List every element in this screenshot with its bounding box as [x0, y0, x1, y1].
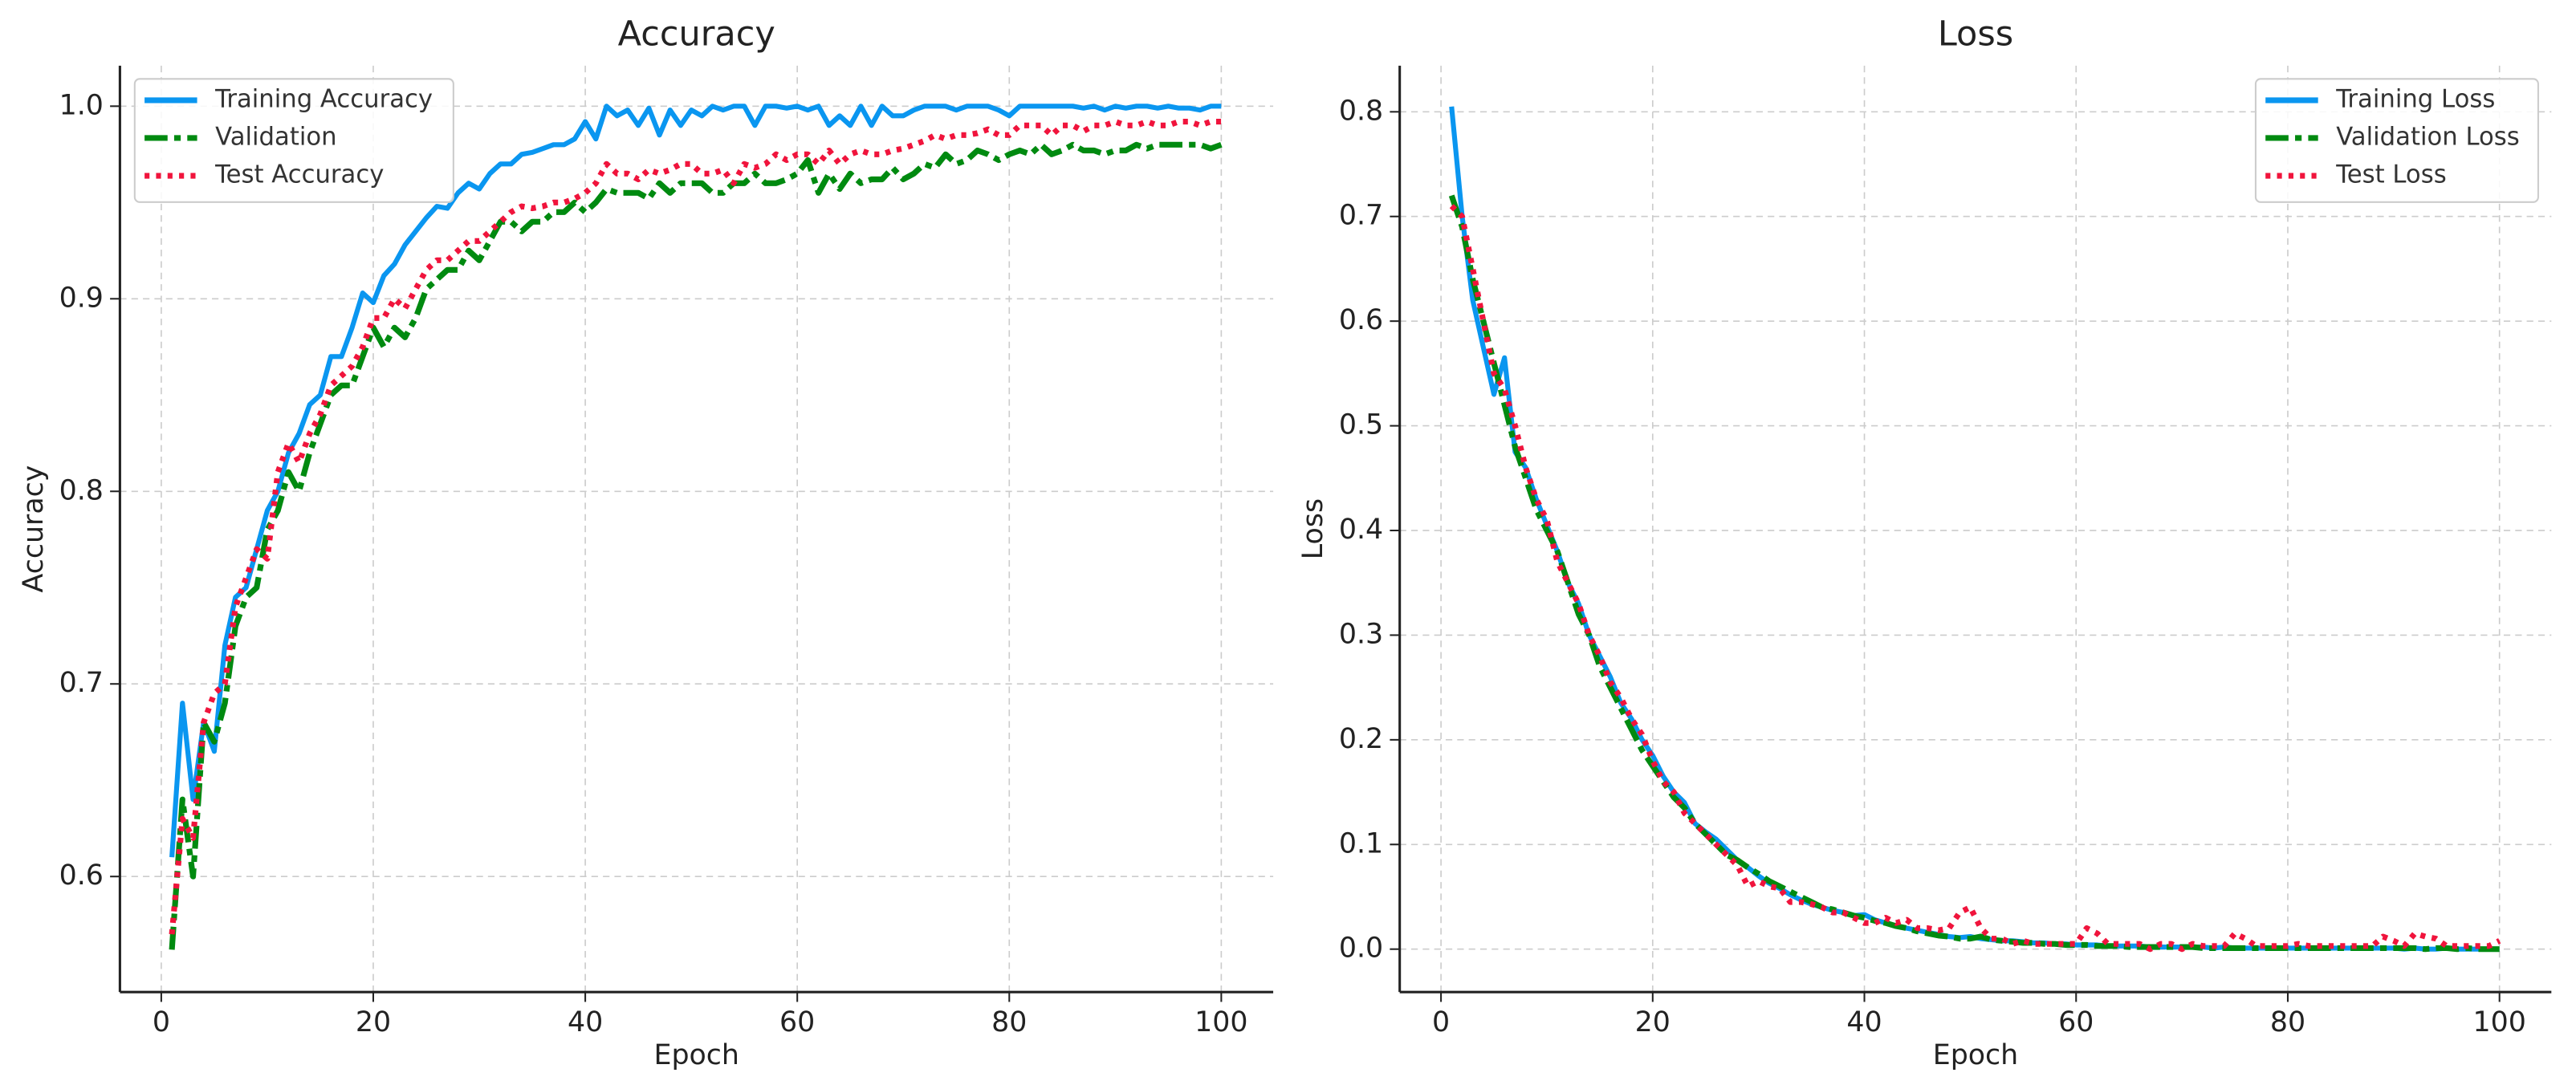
y-tick-label: 0.8	[59, 474, 104, 506]
x-tick-label: 20	[356, 1006, 391, 1038]
x-tick-label: 80	[991, 1006, 1027, 1038]
legend-label: Test Loss	[2335, 161, 2447, 189]
y-tick-label: 0.5	[1339, 409, 1383, 441]
y-axis-label: Accuracy	[18, 465, 50, 593]
y-tick-label: 0.4	[1339, 514, 1383, 546]
data-line	[169, 118, 1222, 935]
x-tick-label: 60	[2058, 1006, 2094, 1038]
y-tick-label: 0.1	[1339, 827, 1383, 859]
y-tick-label: 0.0	[1339, 933, 1383, 965]
x-tick-label: 100	[2472, 1006, 2525, 1038]
legend-label: Validation Loss	[2336, 123, 2520, 151]
y-tick-label: 0.7	[1339, 200, 1383, 232]
data-line	[169, 141, 1223, 950]
x-tick-label: 0	[1432, 1006, 1450, 1038]
data-line	[1449, 204, 2501, 953]
legend-label: Test Accuracy	[214, 161, 384, 189]
x-tick-label: 40	[568, 1006, 603, 1038]
data-line	[1448, 194, 2500, 953]
y-axis-label: Loss	[1297, 498, 1329, 559]
y-tick-label: 0.7	[59, 667, 104, 699]
legend-box	[2254, 78, 2539, 203]
legend-label: Training Accuracy	[214, 85, 433, 113]
y-tick-label: 0.3	[1339, 618, 1383, 650]
x-tick-label: 60	[779, 1006, 815, 1038]
chart-title: Accuracy	[618, 14, 775, 55]
y-tick-label: 0.9	[59, 282, 104, 314]
x-tick-label: 40	[1846, 1006, 1882, 1038]
y-tick-label: 0.6	[1339, 304, 1383, 336]
x-axis-label: Epoch	[1933, 1039, 2019, 1071]
y-tick-label: 1.0	[59, 89, 104, 121]
y-tick-label: 0.6	[59, 859, 104, 892]
legend-box	[133, 78, 454, 203]
x-axis-label: Epoch	[653, 1039, 739, 1071]
legend-label: Validation	[215, 123, 337, 151]
chart-title: Loss	[1938, 14, 2013, 55]
x-tick-label: 20	[1635, 1006, 1671, 1038]
legend-label: Training Loss	[2335, 85, 2495, 113]
data-line	[1449, 106, 2500, 952]
y-tick-label: 0.2	[1339, 723, 1383, 755]
y-tick-label: 0.8	[1339, 95, 1383, 127]
data-line	[169, 104, 1222, 858]
x-tick-label: 100	[1194, 1006, 1247, 1038]
x-tick-label: 0	[153, 1006, 170, 1038]
x-tick-label: 80	[2270, 1006, 2305, 1038]
